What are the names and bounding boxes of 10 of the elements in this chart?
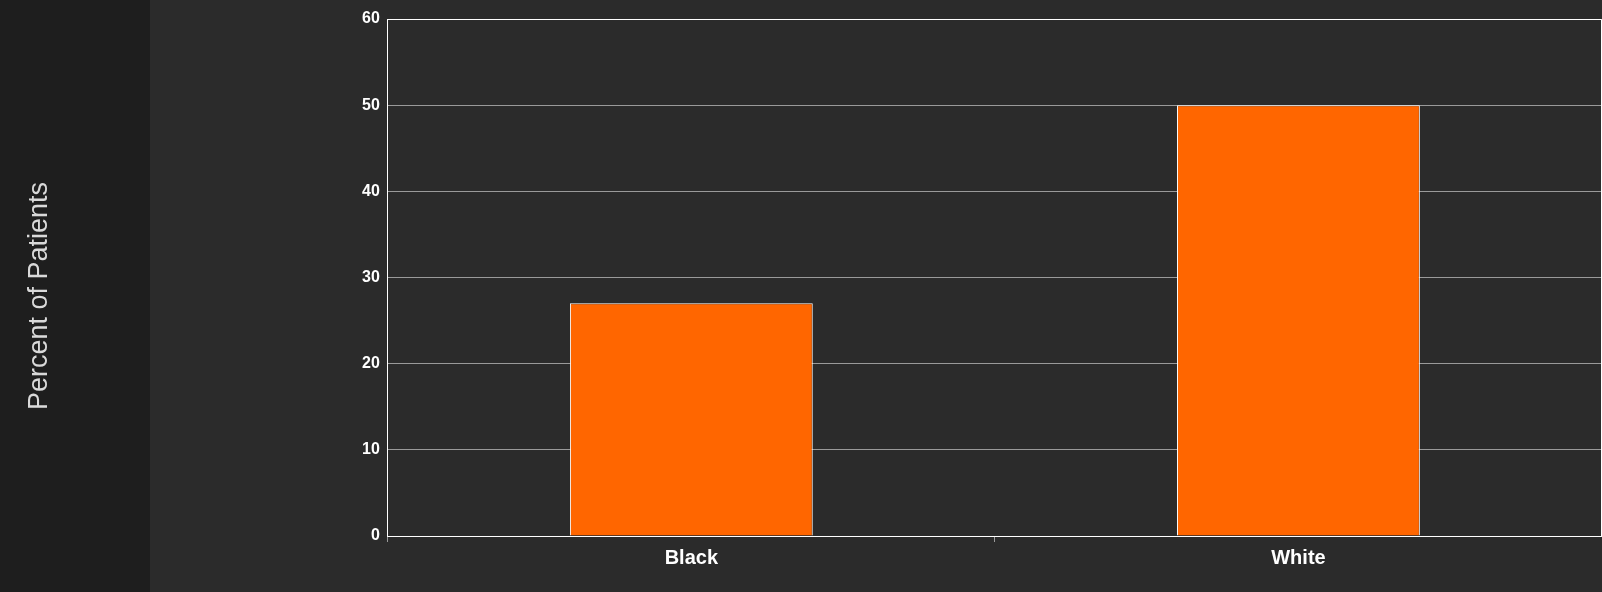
y-tick-label: 40 [362, 181, 380, 199]
x-tick-label: White [1271, 545, 1326, 568]
x-tick-label: Black [664, 545, 719, 568]
text: Percent of Patients [22, 181, 54, 411]
y-tick-label: 50 [362, 95, 380, 113]
y-tick-label: 20 [362, 354, 380, 372]
y-tick-label: 0 [370, 526, 380, 544]
y-tick-label: 60 [362, 9, 380, 27]
y-tick-label: 30 [362, 267, 380, 285]
y-tick-label: 10 [362, 440, 380, 458]
